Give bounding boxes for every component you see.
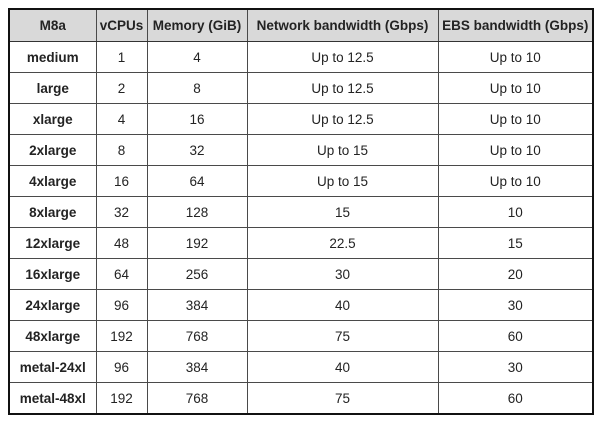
value-cell: 40 xyxy=(246,289,439,321)
value-cell: 20 xyxy=(437,258,594,290)
value-cell: 96 xyxy=(95,289,148,321)
value-cell: Up to 12.5 xyxy=(246,103,439,135)
value-cell: Up to 12.5 xyxy=(246,72,439,104)
value-cell: Up to 10 xyxy=(437,134,594,166)
column-header: EBS bandwidth (Gbps) xyxy=(437,8,594,42)
instance-spec-table-container: M8a vCPUs Memory (GiB) Network bandwidth (G… xyxy=(8,8,594,415)
value-cell: 30 xyxy=(437,289,594,321)
value-cell: 16 xyxy=(146,103,248,135)
instance-size-cell: large xyxy=(8,72,97,104)
instance-size-cell: metal-24xl xyxy=(8,351,97,383)
table-row: xlarge 4 16 Up to 12.5 Up to 10 xyxy=(8,103,594,135)
instance-size-cell: 48xlarge xyxy=(8,320,97,352)
value-cell: 32 xyxy=(95,196,148,228)
value-cell: 15 xyxy=(246,196,439,228)
value-cell: 64 xyxy=(146,165,248,197)
table-row: 16xlarge 64 256 30 20 xyxy=(8,258,594,290)
value-cell: 15 xyxy=(437,227,594,259)
column-header: Memory (GiB) xyxy=(146,8,248,42)
value-cell: 96 xyxy=(95,351,148,383)
table-body: medium 1 4 Up to 12.5 Up to 10 large 2 8 Up to 1… xyxy=(8,41,594,415)
table-row: 2xlarge 8 32 Up to 15 Up to 10 xyxy=(8,134,594,166)
instance-size-cell: xlarge xyxy=(8,103,97,135)
instance-size-cell: metal-48xl xyxy=(8,382,97,415)
value-cell: 30 xyxy=(437,351,594,383)
value-cell: 384 xyxy=(146,351,248,383)
value-cell: 8 xyxy=(146,72,248,104)
value-cell: 1 xyxy=(95,41,148,73)
value-cell: 2 xyxy=(95,72,148,104)
value-cell: 40 xyxy=(246,351,439,383)
table-row: 8xlarge 32 128 15 10 xyxy=(8,196,594,228)
value-cell: 10 xyxy=(437,196,594,228)
table-row: medium 1 4 Up to 12.5 Up to 10 xyxy=(8,41,594,73)
value-cell: 48 xyxy=(95,227,148,259)
value-cell: 75 xyxy=(246,320,439,352)
column-header: Network bandwidth (Gbps) xyxy=(246,8,439,42)
instance-size-cell: 4xlarge xyxy=(8,165,97,197)
value-cell: 60 xyxy=(437,382,594,415)
value-cell: Up to 10 xyxy=(437,41,594,73)
instance-size-cell: 16xlarge xyxy=(8,258,97,290)
value-cell: Up to 12.5 xyxy=(246,41,439,73)
value-cell: 4 xyxy=(95,103,148,135)
value-cell: 4 xyxy=(146,41,248,73)
value-cell: Up to 10 xyxy=(437,72,594,104)
table-row: metal-48xl 192 768 75 60 xyxy=(8,382,594,415)
instance-size-cell: medium xyxy=(8,41,97,73)
instance-size-cell: 2xlarge xyxy=(8,134,97,166)
instance-size-cell: 12xlarge xyxy=(8,227,97,259)
value-cell: 768 xyxy=(146,320,248,352)
value-cell: 16 xyxy=(95,165,148,197)
table-row: metal-24xl 96 384 40 30 xyxy=(8,351,594,383)
column-header: M8a xyxy=(8,8,97,42)
value-cell: 75 xyxy=(246,382,439,415)
value-cell: 22.5 xyxy=(246,227,439,259)
table-row: 12xlarge 48 192 22.5 15 xyxy=(8,227,594,259)
table-row: 4xlarge 16 64 Up to 15 Up to 10 xyxy=(8,165,594,197)
value-cell: 192 xyxy=(95,382,148,415)
value-cell: 128 xyxy=(146,196,248,228)
value-cell: 32 xyxy=(146,134,248,166)
table-row: large 2 8 Up to 12.5 Up to 10 xyxy=(8,72,594,104)
value-cell: Up to 15 xyxy=(246,134,439,166)
value-cell: 192 xyxy=(146,227,248,259)
table-row: 24xlarge 96 384 40 30 xyxy=(8,289,594,321)
value-cell: Up to 15 xyxy=(246,165,439,197)
value-cell: 384 xyxy=(146,289,248,321)
instance-size-cell: 24xlarge xyxy=(8,289,97,321)
value-cell: 30 xyxy=(246,258,439,290)
value-cell: Up to 10 xyxy=(437,165,594,197)
value-cell: 256 xyxy=(146,258,248,290)
value-cell: 768 xyxy=(146,382,248,415)
header-row: M8a vCPUs Memory (GiB) Network bandwidth (G… xyxy=(8,8,594,42)
instance-spec-table: M8a vCPUs Memory (GiB) Network bandwidth (G… xyxy=(8,8,594,415)
column-header: vCPUs xyxy=(95,8,148,42)
value-cell: 60 xyxy=(437,320,594,352)
table-header-row: M8a vCPUs Memory (GiB) Network bandwidth (G… xyxy=(8,8,594,42)
value-cell: Up to 10 xyxy=(437,103,594,135)
value-cell: 64 xyxy=(95,258,148,290)
value-cell: 192 xyxy=(95,320,148,352)
instance-size-cell: 8xlarge xyxy=(8,196,97,228)
table-row: 48xlarge 192 768 75 60 xyxy=(8,320,594,352)
value-cell: 8 xyxy=(95,134,148,166)
